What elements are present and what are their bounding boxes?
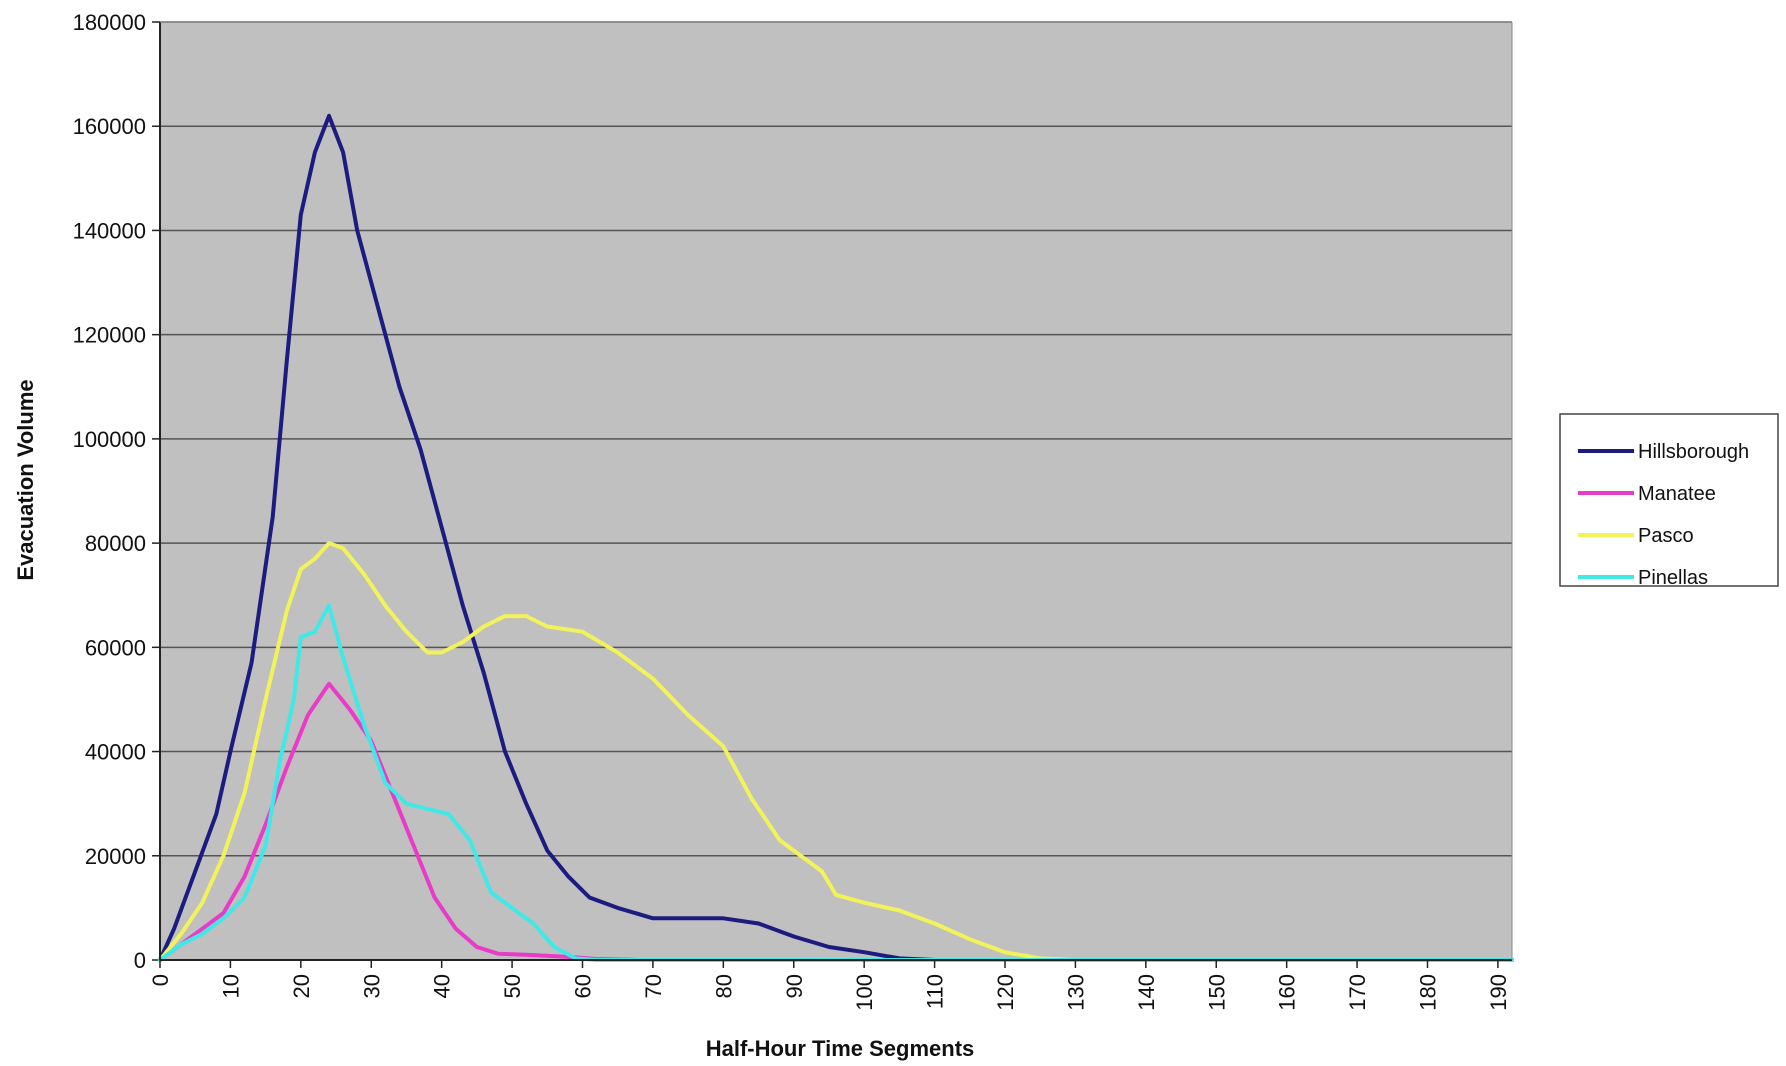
legend-label-pasco: Pasco [1638,525,1694,547]
y-tick-label: 160000 [73,114,146,139]
x-tick-label: 90 [782,974,807,998]
legend-label-pinellas: Pinellas [1638,567,1708,589]
series-lines [158,113,1514,962]
y-tick-label: 180000 [73,10,146,35]
x-tick-labels: 0 10 20 30 40 50 60 70 80 90 100 110 120 130 140 150 160… [148,974,1511,1011]
plot-background [160,22,1512,960]
x-tick-label: 150 [1204,974,1229,1011]
y-tick-label: 40000 [85,740,146,765]
y-tick-label: 60000 [85,635,146,660]
legend-label-manatee: Manatee [1638,483,1716,505]
x-tick-label: 180 [1416,974,1441,1011]
x-tick-label: 20 [289,974,314,998]
x-tick-label: 80 [711,974,736,998]
plot-area [160,22,1512,960]
series-line-manatee [158,681,1514,962]
x-tick-label: 120 [993,974,1018,1011]
x-tick-label: 160 [1275,974,1300,1011]
y-tick-label: 80000 [85,531,146,556]
x-tick-label: 140 [1134,974,1159,1011]
x-tick-label: 190 [1486,974,1511,1011]
y-tick-labels: 0 20000 40000 60000 80000 100000 120000 140000 1… [73,10,146,973]
y-tick-label: 140000 [73,218,146,243]
x-tick-label: 40 [430,974,455,998]
axes [159,21,1513,968]
x-tick-label: 100 [852,974,877,1011]
y-tick-label: 100000 [73,427,146,452]
x-tick-label: 10 [218,974,243,998]
legend: Hillsborough Manatee Pasco Pinellas [1559,413,1779,589]
x-tick-label: 130 [1063,974,1088,1011]
series-line-pasco [158,541,1514,962]
series-line-pinellas [158,603,1514,962]
x-tick-label: 50 [500,974,525,998]
x-tick-label: 70 [641,974,666,998]
x-axis-title: Half-Hour Time Segments [706,1036,975,1061]
x-tick-label: 30 [359,974,384,998]
x-tick-label: 170 [1345,974,1370,1011]
x-tick-label: 0 [148,974,173,986]
x-tick-label: 60 [571,974,596,998]
y-tick-label: 20000 [85,844,146,869]
x-tick-label: 110 [923,974,948,1009]
y-tick-label: 120000 [73,323,146,348]
legend-label-hillsborough: Hillsborough [1638,441,1749,463]
legend-box [1559,413,1779,587]
y-tick-label: 0 [134,948,146,973]
series-line-hillsborough [158,113,1514,962]
y-axis-title: Evacuation Volume [13,379,38,580]
